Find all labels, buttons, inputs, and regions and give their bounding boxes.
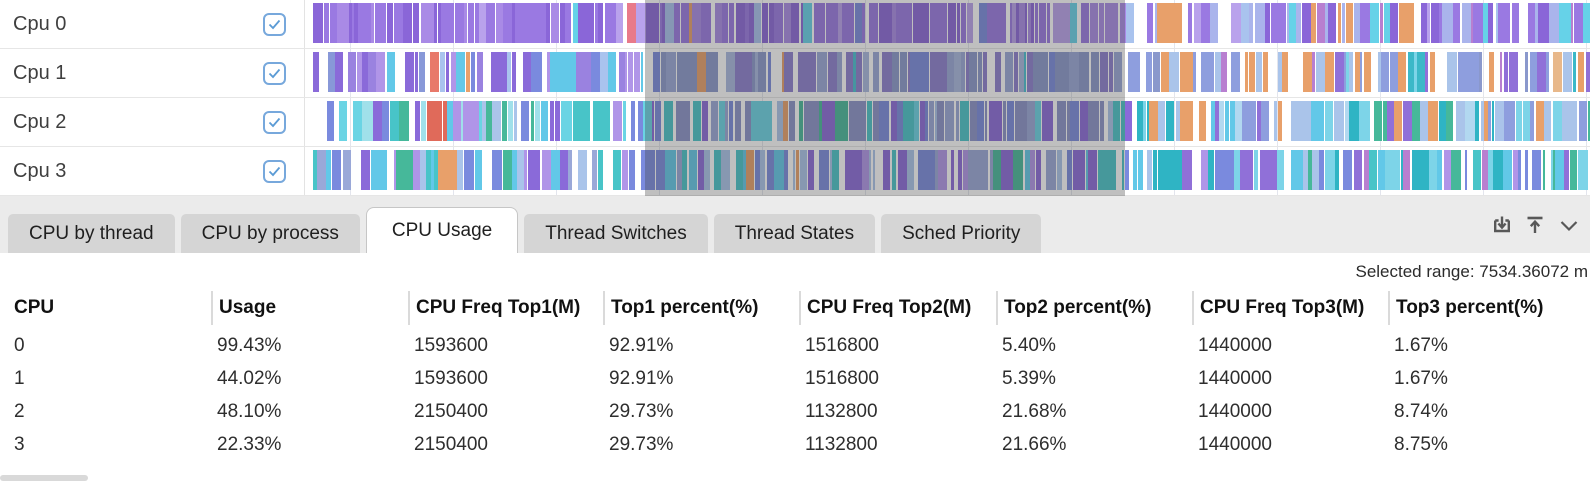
cpu-row-label: Cpu 2 <box>13 110 67 133</box>
table-cell: 1440000 <box>1198 434 1272 455</box>
table-header-row: CPU Usage CPU Freq Top1(M) Top1 percent(%) C… <box>0 291 1590 325</box>
column-header: Top3 percent(%) <box>1388 291 1590 325</box>
column-header: CPU <box>14 297 55 318</box>
table-cell: 99.43% <box>217 335 282 356</box>
table-cell: 1132800 <box>805 434 878 455</box>
table-cell: 29.73% <box>609 401 674 422</box>
table-cell: 1 <box>14 368 25 389</box>
table-cell: 22.33% <box>217 434 282 455</box>
table-row-cpu-2: 2 48.10% 2150400 29.73% 1132800 21.68% 1440000… <box>0 395 1590 428</box>
checkmark-icon <box>268 19 281 30</box>
table-cell: 8.75% <box>1394 434 1448 455</box>
cpu-row-label: Cpu 1 <box>13 61 67 84</box>
cpu2-trace[interactable] <box>305 98 1590 146</box>
column-header: CPU Freq Top3(M) <box>1192 291 1388 325</box>
table-cell: 92.91% <box>609 368 674 389</box>
cpu-row-0: Cpu 0 <box>0 0 1590 49</box>
cpu-usage-table: CPU Usage CPU Freq Top1(M) Top1 percent(%) C… <box>0 291 1590 461</box>
table-cell: 8.74% <box>1394 401 1448 422</box>
trace-bar-strip <box>305 3 1590 43</box>
table-row-cpu-0: 0 99.43% 1593600 92.91% 1516800 5.40% 1440000 1… <box>0 329 1590 362</box>
table-cell: 48.10% <box>217 401 282 422</box>
bottom-panel-tabbar: CPU by thread CPU by process CPU Usage Thre… <box>0 196 1590 253</box>
table-cell: 2150400 <box>414 434 488 455</box>
table-cell: 29.73% <box>609 434 674 455</box>
table-cell: 92.91% <box>609 335 674 356</box>
table-cell: 1516800 <box>805 335 879 356</box>
cpu1-trace[interactable] <box>305 49 1590 97</box>
table-cell: 1.67% <box>1394 335 1448 356</box>
collapse-to-top-icon[interactable] <box>1524 214 1546 236</box>
table-cell: 1.67% <box>1394 368 1448 389</box>
cpu-row-header-1: Cpu 1 <box>0 49 305 97</box>
cpu-row-2: Cpu 2 <box>0 98 1590 147</box>
table-cell: 2 <box>14 401 25 422</box>
table-cell: 44.02% <box>217 368 282 389</box>
tab-cpu-usage[interactable]: CPU Usage <box>365 207 519 253</box>
tab-sched-priority[interactable]: Sched Priority <box>881 214 1042 253</box>
checkbox-cpu-0[interactable] <box>263 13 286 36</box>
cpu0-trace[interactable] <box>305 0 1590 48</box>
table-cell: 1440000 <box>1198 368 1272 389</box>
checkmark-icon <box>268 117 281 128</box>
tabbar-toolbar <box>1491 214 1590 236</box>
table-cell: 1440000 <box>1198 335 1272 356</box>
table-cell: 1516800 <box>805 368 879 389</box>
cpu-row-1: Cpu 1 <box>0 49 1590 98</box>
checkbox-cpu-1[interactable] <box>263 62 286 85</box>
table-cell: 5.39% <box>1002 368 1056 389</box>
selected-range-label: Selected range: 7534.36072 m <box>1355 262 1588 281</box>
column-header: CPU Freq Top2(M) <box>799 291 996 325</box>
cpu-row-header-2: Cpu 2 <box>0 98 305 146</box>
tab-cpu-by-thread[interactable]: CPU by thread <box>8 214 175 253</box>
selected-range-overlay[interactable] <box>645 0 1125 196</box>
column-header: Top2 percent(%) <box>996 291 1192 325</box>
table-cell: 1132800 <box>805 401 878 422</box>
checkmark-icon <box>268 68 281 79</box>
table-cell: 1593600 <box>414 335 488 356</box>
horizontal-scrollbar[interactable] <box>0 475 88 481</box>
table-row-cpu-3: 3 22.33% 2150400 29.73% 1132800 21.66% 1440000… <box>0 428 1590 461</box>
cpu3-trace[interactable] <box>305 147 1590 195</box>
export-download-icon[interactable] <box>1491 214 1513 236</box>
checkbox-cpu-2[interactable] <box>263 111 286 134</box>
cpu-timeline-section: Cpu 0 Cpu 1 Cpu 2 Cpu 3 <box>0 0 1590 196</box>
trace-bar-strip <box>305 150 1590 190</box>
column-header: Top1 percent(%) <box>603 291 799 325</box>
tab-thread-switches[interactable]: Thread Switches <box>524 214 708 253</box>
table-cell: 5.40% <box>1002 335 1056 356</box>
table-row-cpu-1: 1 44.02% 1593600 92.91% 1516800 5.39% 1440000 1… <box>0 362 1590 395</box>
table-cell: 21.68% <box>1002 401 1067 422</box>
table-cell: 1593600 <box>414 368 488 389</box>
chevron-down-icon[interactable] <box>1557 214 1581 236</box>
tab-cpu-by-process[interactable]: CPU by process <box>180 214 360 253</box>
tab-thread-states[interactable]: Thread States <box>713 214 876 253</box>
cpu-row-header-0: Cpu 0 <box>0 0 305 48</box>
cpu-row-header-3: Cpu 3 <box>0 147 305 195</box>
column-header: CPU Freq Top1(M) <box>408 291 603 325</box>
checkbox-cpu-3[interactable] <box>263 160 286 183</box>
table-cell: 0 <box>14 335 25 356</box>
table-cell: 21.66% <box>1002 434 1067 455</box>
table-cell: 3 <box>14 434 25 455</box>
table-body: 0 99.43% 1593600 92.91% 1516800 5.40% 1440000 1… <box>0 325 1590 461</box>
cpu-row-label: Cpu 0 <box>13 12 67 35</box>
checkmark-icon <box>268 166 281 177</box>
cpu-row-3: Cpu 3 <box>0 147 1590 196</box>
column-header: Usage <box>211 291 408 325</box>
cpu-row-label: Cpu 3 <box>13 159 67 182</box>
table-cell: 1440000 <box>1198 401 1272 422</box>
table-cell: 2150400 <box>414 401 488 422</box>
trace-bar-strip <box>305 101 1590 141</box>
